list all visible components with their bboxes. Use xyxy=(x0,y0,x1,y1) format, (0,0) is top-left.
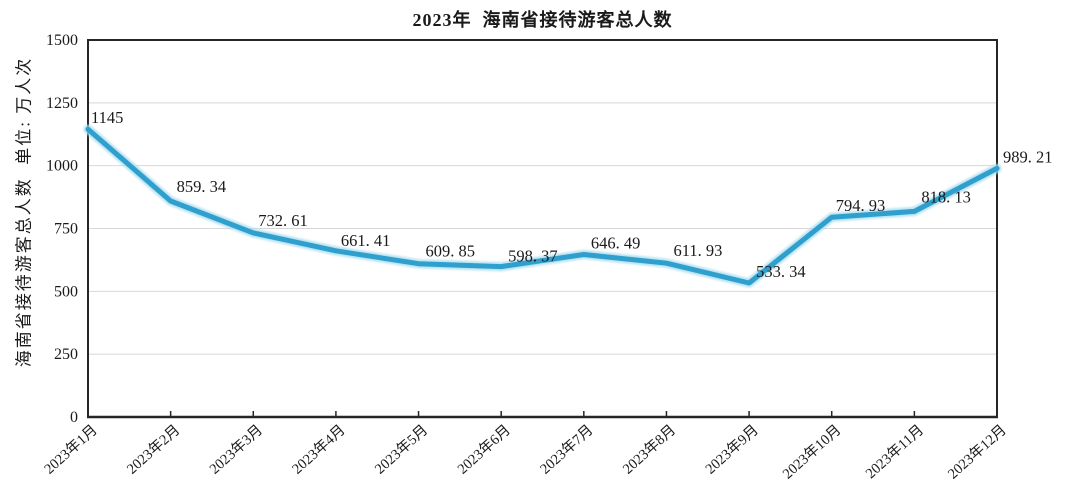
data-label: 646. 49 xyxy=(591,234,641,253)
y-tick-label: 1000 xyxy=(46,158,78,175)
y-tick-label: 500 xyxy=(54,283,78,300)
data-label: 732. 61 xyxy=(258,211,308,230)
x-tick-label: 2023年9月 xyxy=(702,421,762,477)
x-tick-label: 2023年11月 xyxy=(862,421,927,482)
data-label: 598. 37 xyxy=(508,247,558,266)
y-tick-label: 250 xyxy=(54,346,78,363)
x-tick-label: 2023年4月 xyxy=(289,421,349,477)
data-label: 989. 21 xyxy=(1003,147,1053,166)
chart-title: 2023年 海南省接待游客总人数 xyxy=(412,10,673,30)
data-label: 859. 34 xyxy=(177,177,227,196)
y-tick-label: 1250 xyxy=(46,95,78,112)
x-tick-label: 2023年12月 xyxy=(944,421,1009,482)
x-tick-label: 2023年10月 xyxy=(779,421,844,482)
data-label: 1145 xyxy=(91,108,123,127)
x-tick-label: 2023年6月 xyxy=(454,421,514,477)
y-tick-label: 0 xyxy=(70,409,78,426)
x-tick-label: 2023年5月 xyxy=(371,421,431,477)
y-tick-label: 1500 xyxy=(46,32,78,49)
x-tick-label: 2023年2月 xyxy=(123,421,183,477)
data-label: 611. 93 xyxy=(673,241,722,260)
data-label: 533. 34 xyxy=(756,262,806,281)
x-tick-label: 2023年3月 xyxy=(206,421,266,477)
series-line xyxy=(85,126,1000,286)
data-label: 661. 41 xyxy=(341,231,391,250)
x-tick-label: 2023年7月 xyxy=(537,421,597,477)
x-tick-label: 2023年8月 xyxy=(619,421,679,477)
y-tick-label: 750 xyxy=(54,221,78,238)
data-label: 818. 13 xyxy=(921,187,971,206)
data-label: 609. 85 xyxy=(426,242,476,261)
data-label: 794. 93 xyxy=(836,196,886,215)
x-tick-label: 2023年1月 xyxy=(41,421,101,477)
